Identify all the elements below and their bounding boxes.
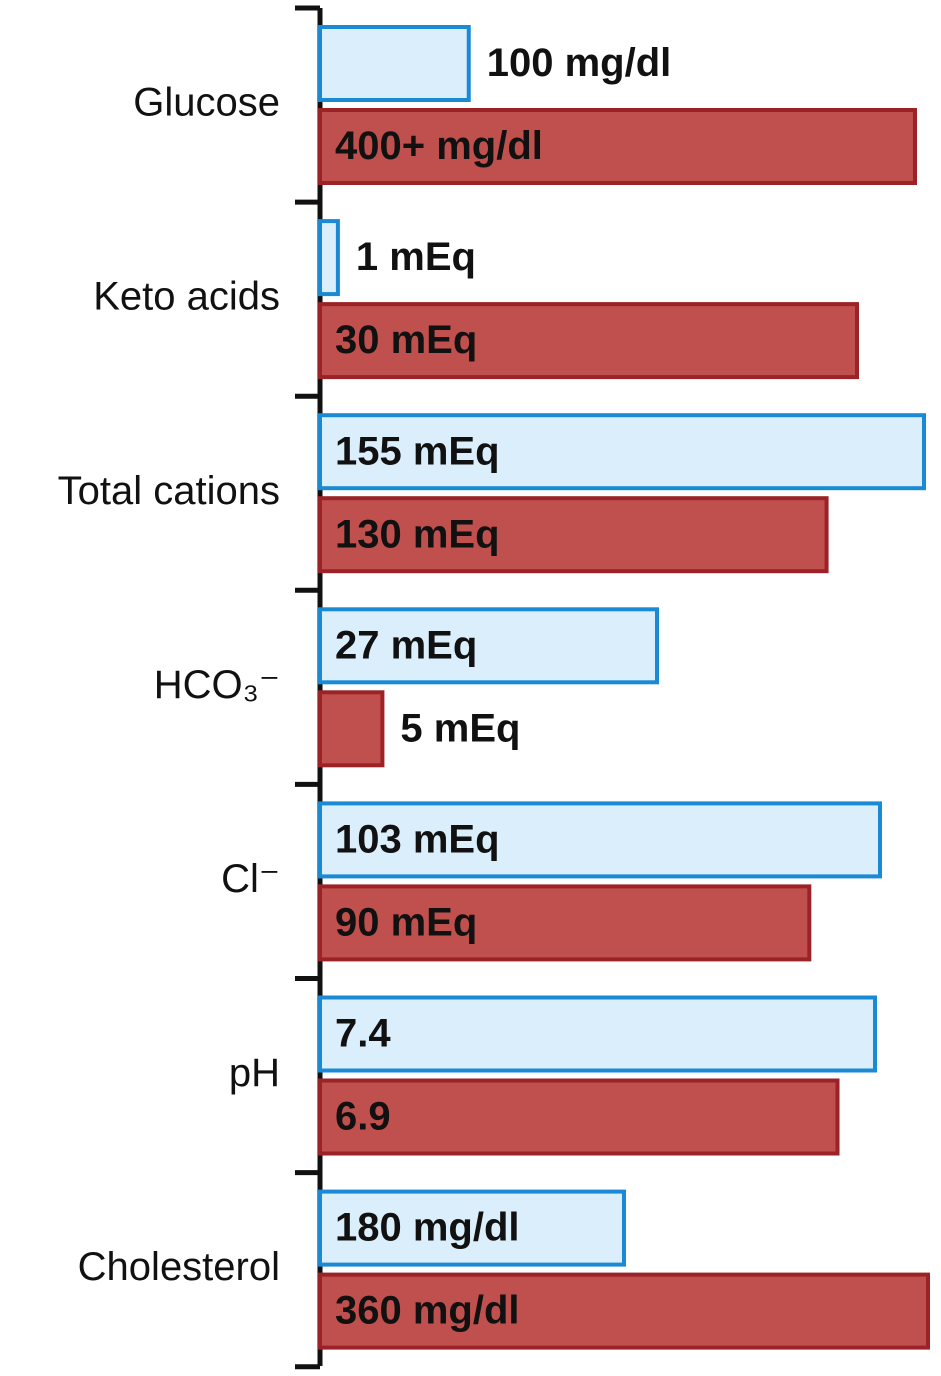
bar [318,690,385,768]
bar [318,219,340,297]
category-label: HCO₃⁻ [154,663,280,707]
bar [318,607,659,685]
bar [318,413,926,491]
bar [318,801,882,879]
value-label: 5 mEq [400,706,520,750]
bar [318,1078,840,1156]
value-label: 6.9 [335,1095,391,1139]
category-label: Keto acids [93,275,280,319]
bar [318,1272,930,1350]
value-label: 27 mEq [335,623,477,667]
bar [318,108,917,185]
bar [318,995,877,1073]
category-label: Glucose [133,81,280,125]
bar [318,496,829,574]
value-label: 180 mg/dl [335,1206,520,1250]
value-label: 155 mEq [335,429,500,473]
category-label: Cholesterol [78,1245,280,1289]
value-label: 30 mEq [335,318,477,362]
value-label: 90 mEq [335,900,477,944]
value-label: 103 mEq [335,817,500,861]
value-label: 400+ mg/dl [335,124,543,168]
value-label: 100 mg/dl [487,41,672,85]
value-label: 360 mg/dl [335,1289,520,1333]
category-label: Cl⁻ [221,857,280,901]
value-label: 7.4 [335,1012,391,1056]
bar [318,302,859,380]
category-label: pH [229,1051,280,1095]
bar [318,25,471,102]
bar [318,884,812,962]
value-label: 1 mEq [356,235,476,279]
category-label: Total cations [58,469,280,513]
value-label: 130 mEq [335,512,500,556]
bar [318,1189,626,1267]
